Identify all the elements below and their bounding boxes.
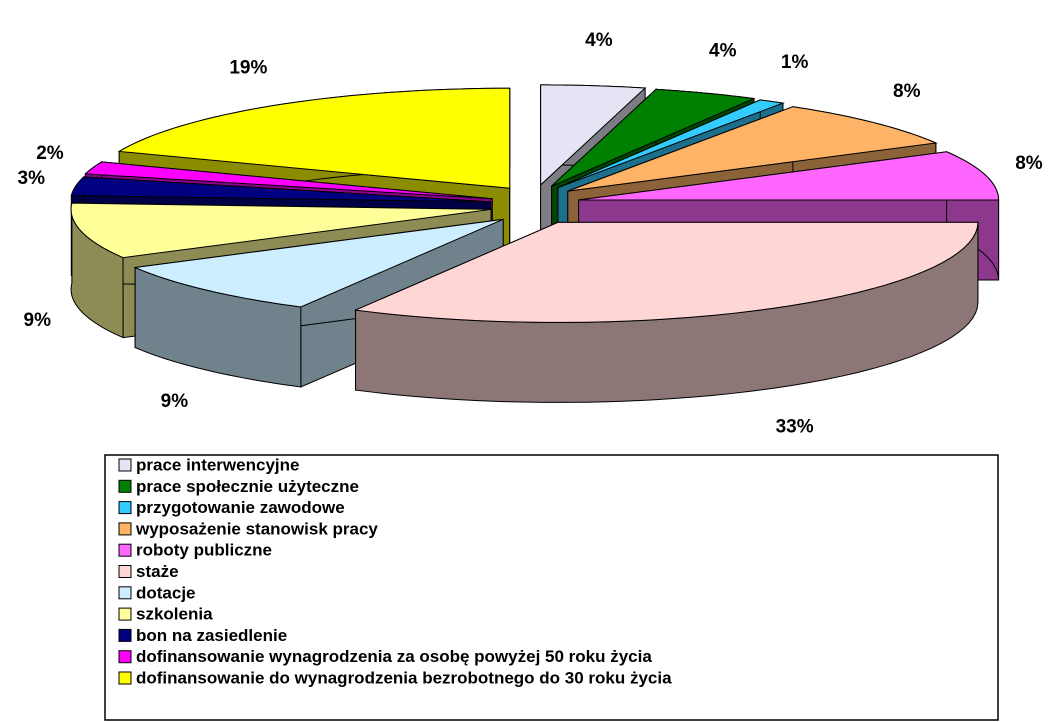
legend-label: staże [136,562,179,581]
legend-marker [118,501,132,515]
slice [551,88,756,187]
legend-marker [118,522,132,536]
slice [557,99,785,189]
legend-label: prace społecznie użyteczne [136,477,359,496]
data-label: 4% [585,30,613,51]
slice [578,151,1000,201]
legend-label: roboty publiczne [136,541,272,560]
slice [133,218,504,308]
slice [70,202,492,259]
legend-box [104,454,999,721]
data-label: 9% [161,391,189,412]
legend-marker [118,458,132,472]
data-label: 33% [776,416,814,437]
legend-marker [118,628,132,642]
legend-marker [118,586,132,600]
pie [70,84,1000,403]
legend-marker [118,543,132,557]
legend-marker [118,565,132,578]
data-label: 4% [709,40,737,61]
slice [117,87,511,189]
legend-label: szkolenia [136,605,213,624]
legend-label: dotacje [136,583,196,602]
data-label: 3% [18,168,46,189]
legend-marker [118,650,132,664]
legend-label: przygotowanie zawodowe [136,498,345,517]
legend-marker [118,607,132,621]
legend-label: bon na zasiedlenie [136,626,287,645]
legend-label: wyposażenie stanowisk pracy [135,519,378,538]
legend-label: dofinansowanie wynagrodzenia za osobę po… [136,647,652,666]
slice [567,106,938,192]
data-label: 19% [229,57,267,78]
data-label: 8% [1015,153,1043,174]
legend-label: prace interwencyjne [136,455,299,474]
data-label: 9% [24,310,52,331]
data-label: 1% [781,52,809,73]
legend-marker [118,671,132,685]
legend-label: dofinansowanie do wynagrodzenia bezrobot… [136,668,672,687]
data-label: 2% [36,143,64,164]
slice [84,161,493,200]
slice [70,176,491,203]
legend-marker [118,479,132,493]
slice [353,221,979,323]
slice [540,84,647,187]
data-label: 8% [893,81,921,102]
